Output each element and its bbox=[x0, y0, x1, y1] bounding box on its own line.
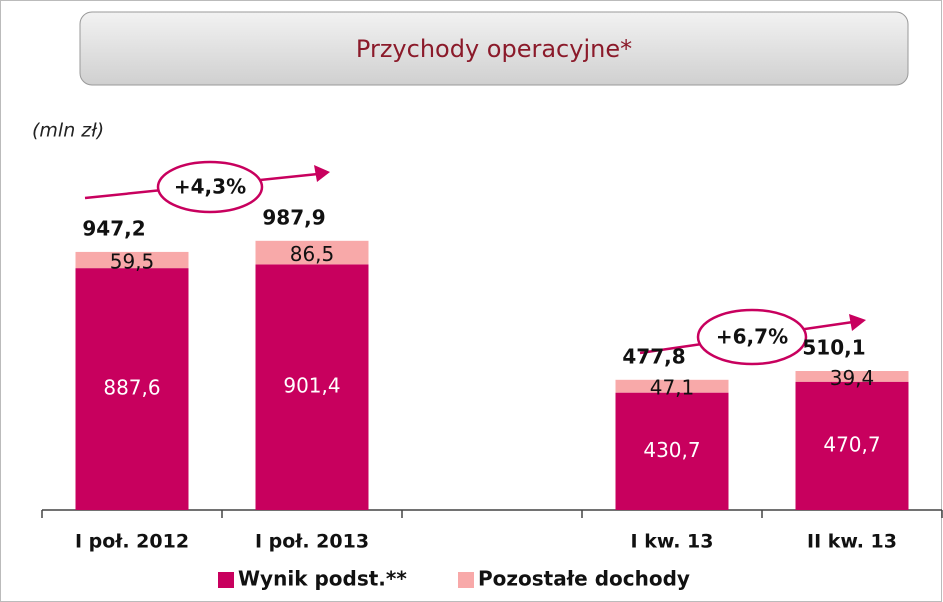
legend-swatch bbox=[458, 572, 474, 588]
arrow-head bbox=[849, 314, 866, 331]
value-label: 86,5 bbox=[290, 242, 335, 266]
x-tick-label: I poł. 2012 bbox=[75, 531, 189, 553]
value-label: 47,1 bbox=[650, 376, 695, 400]
value-label: 901,4 bbox=[283, 374, 340, 398]
legend-label: Wynik podst.** bbox=[238, 567, 407, 591]
bar-segment bbox=[255, 264, 369, 510]
legend-swatch bbox=[218, 572, 234, 588]
value-label: 470,7 bbox=[823, 432, 880, 456]
total-label: 947,2 bbox=[82, 216, 145, 240]
legend-label: Pozostałe dochody bbox=[478, 567, 690, 591]
x-tick-label: I kw. 13 bbox=[631, 531, 714, 553]
total-label: 477,8 bbox=[622, 344, 685, 368]
bar-segment bbox=[75, 251, 189, 269]
subtitle: (mln zł) bbox=[32, 120, 104, 142]
value-label: 59,5 bbox=[110, 250, 155, 274]
x-tick-label: II kw. 13 bbox=[807, 531, 897, 553]
arrow-head bbox=[314, 165, 330, 182]
bar-segment bbox=[75, 268, 189, 510]
value-label: 39,4 bbox=[830, 366, 875, 390]
total-label: 510,1 bbox=[802, 335, 865, 359]
annotation: +4,3% bbox=[174, 175, 246, 199]
total-label: 987,9 bbox=[262, 205, 325, 229]
title-box bbox=[79, 11, 909, 86]
annotation: +6,7% bbox=[716, 325, 788, 349]
annotation-arrows bbox=[84, 160, 854, 366]
bar-segment bbox=[255, 240, 369, 265]
value-label: 430,7 bbox=[643, 438, 700, 462]
bar-segment bbox=[795, 381, 909, 510]
x-tick-label: I poł. 2013 bbox=[255, 531, 369, 553]
chart-title: Przychody operacyjne* bbox=[356, 35, 632, 63]
bar-segment bbox=[795, 370, 909, 382]
value-label: 887,6 bbox=[103, 376, 160, 400]
bar-segment bbox=[615, 379, 729, 393]
bar-segment bbox=[615, 392, 729, 510]
